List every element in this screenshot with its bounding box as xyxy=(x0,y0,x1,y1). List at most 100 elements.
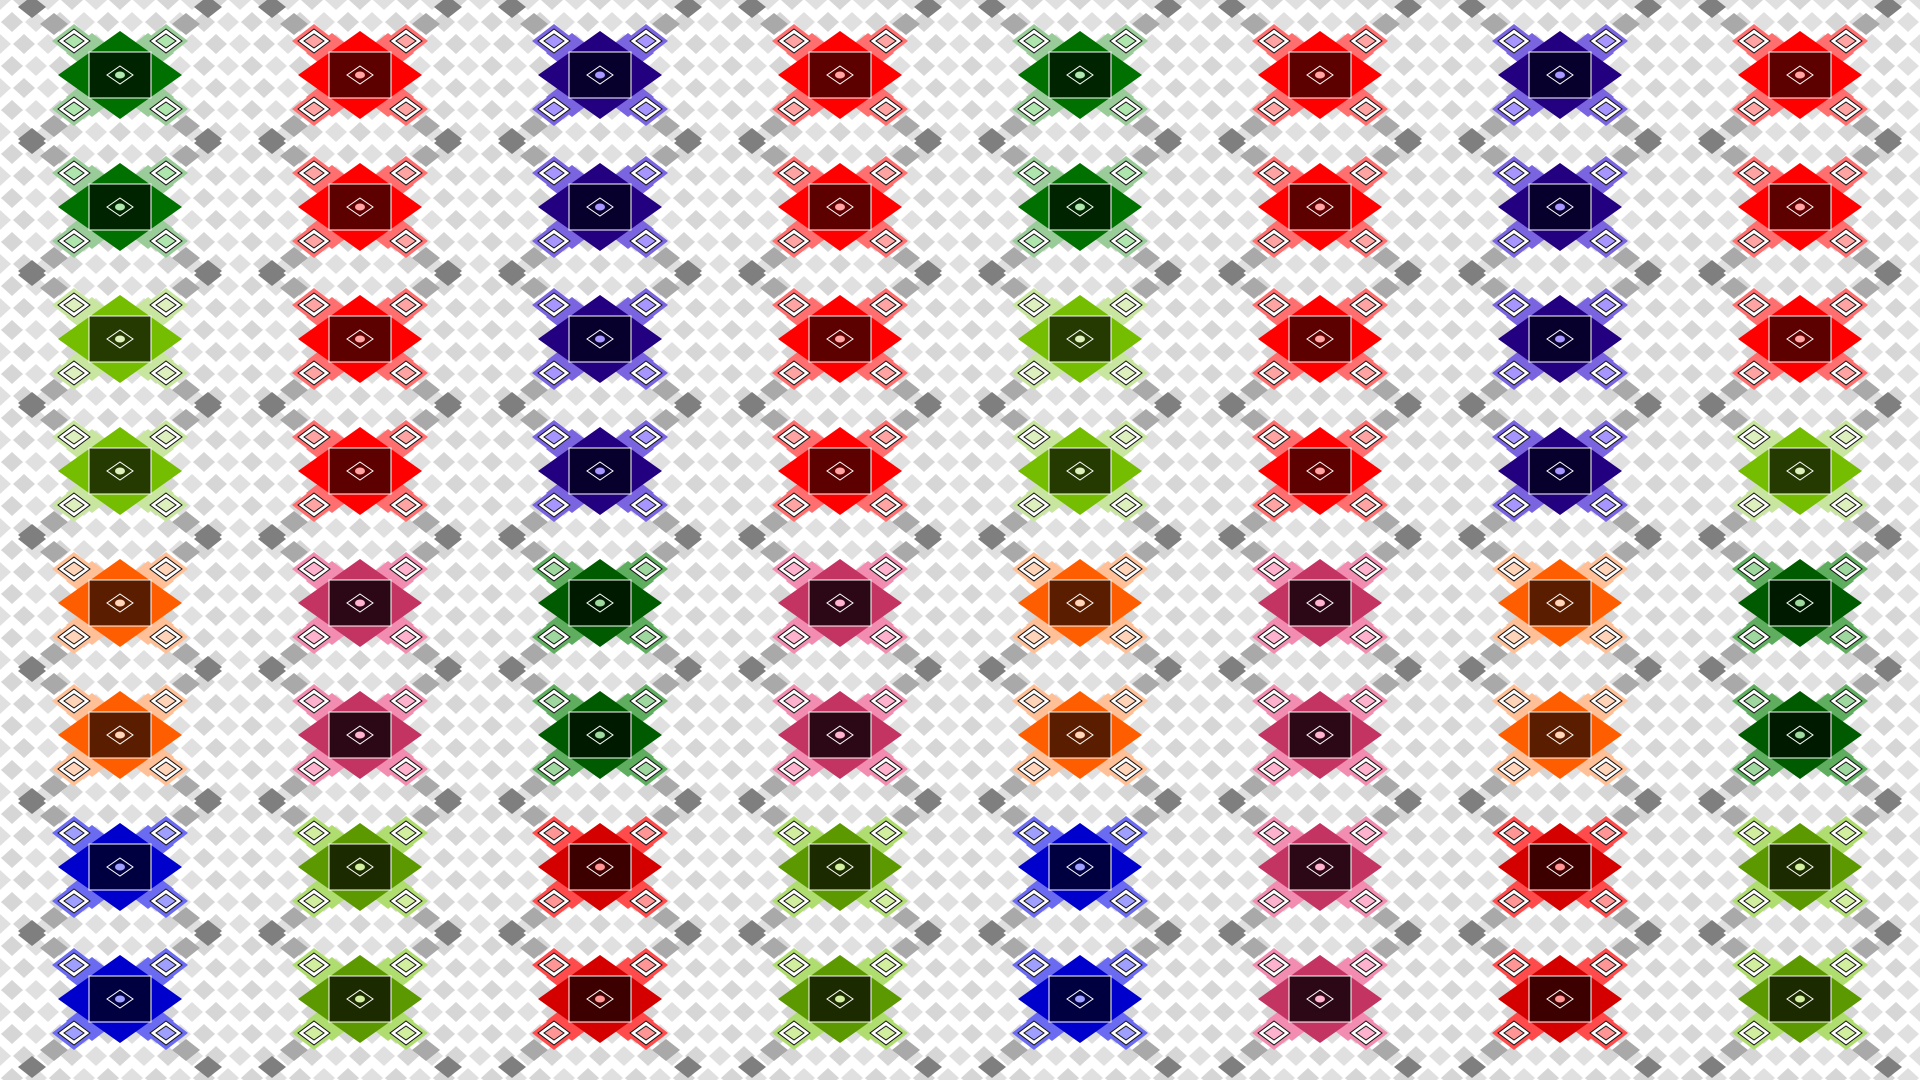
bg-diamond xyxy=(709,298,731,318)
bg-diamond xyxy=(841,804,863,824)
bg-diamond xyxy=(205,342,227,362)
bg-diamond xyxy=(1441,980,1463,1000)
bg-diamond xyxy=(193,760,215,780)
bg-diamond xyxy=(445,78,467,98)
bg-diamond xyxy=(97,804,119,824)
bg-diamond xyxy=(997,870,1019,890)
bg-diamond xyxy=(121,408,143,428)
bg-diamond xyxy=(1681,56,1703,76)
center-eye xyxy=(1315,71,1325,79)
bg-diamond xyxy=(1333,0,1355,10)
bg-diamond xyxy=(73,144,95,164)
bg-diamond xyxy=(1813,0,1835,10)
bg-diamond xyxy=(1429,650,1451,670)
corner-core-diamond xyxy=(783,33,805,49)
bg-diamond xyxy=(949,518,971,538)
bg-diamond xyxy=(457,804,479,824)
bg-diamond xyxy=(469,166,491,186)
bg-diamond xyxy=(1297,804,1319,824)
bg-diamond xyxy=(673,628,695,648)
bg-diamond xyxy=(685,562,707,582)
bg-diamond xyxy=(601,672,623,692)
bg-diamond xyxy=(265,364,287,384)
bg-diamond xyxy=(1297,276,1319,296)
bg-diamond xyxy=(649,1068,671,1080)
bg-diamond xyxy=(1477,562,1499,582)
bg-diamond xyxy=(1657,1024,1679,1044)
bg-diamond xyxy=(1,320,23,340)
bg-diamond xyxy=(1645,34,1667,54)
bg-diamond xyxy=(1081,936,1103,956)
bg-diamond xyxy=(721,496,743,516)
corner-core-diamond xyxy=(155,33,177,49)
bg-diamond xyxy=(565,782,587,802)
bg-diamond xyxy=(241,584,263,604)
bg-diamond xyxy=(733,430,755,450)
center-inner-diamond xyxy=(106,197,134,217)
bg-diamond xyxy=(1321,144,1343,164)
bg-diamond xyxy=(961,56,983,76)
motif-tile xyxy=(1218,260,1422,418)
bg-diamond xyxy=(1189,518,1211,538)
bg-diamond xyxy=(1813,1046,1835,1066)
bg-diamond xyxy=(961,100,983,120)
shadow-diamond xyxy=(978,128,1006,150)
bg-diamond xyxy=(985,628,1007,648)
shadow-diamond xyxy=(652,115,680,137)
bg-diamond xyxy=(1045,0,1067,10)
bg-diamond xyxy=(1669,210,1691,230)
bg-diamond xyxy=(1669,1002,1691,1022)
bg-diamond xyxy=(541,0,563,10)
bg-diamond xyxy=(469,562,491,582)
shadow-diamond xyxy=(1612,145,1640,167)
bg-diamond xyxy=(1441,364,1463,384)
bg-diamond xyxy=(193,628,215,648)
bg-diamond xyxy=(553,804,575,824)
bg-diamond xyxy=(241,232,263,252)
shadow-diamond xyxy=(412,13,440,35)
bg-diamond xyxy=(1141,826,1163,846)
bg-diamond xyxy=(1657,188,1679,208)
bg-diamond xyxy=(1165,562,1187,582)
bg-diamond xyxy=(1885,1002,1907,1022)
bg-diamond xyxy=(1537,1068,1559,1080)
bg-diamond xyxy=(1153,56,1175,76)
bg-diamond xyxy=(1105,1068,1127,1080)
bg-diamond xyxy=(433,452,455,472)
bg-diamond xyxy=(1621,606,1643,626)
bg-diamond xyxy=(253,738,275,758)
bg-diamond xyxy=(985,760,1007,780)
bg-diamond xyxy=(1897,848,1919,868)
bg-diamond xyxy=(1177,892,1199,912)
bg-diamond xyxy=(613,650,635,670)
bg-diamond xyxy=(1,100,23,120)
bg-diamond xyxy=(1081,804,1103,824)
bg-diamond xyxy=(1393,848,1415,868)
bg-diamond xyxy=(985,1024,1007,1044)
bg-diamond xyxy=(217,144,239,164)
corner-core-diamond xyxy=(1115,365,1137,381)
bg-diamond xyxy=(1153,628,1175,648)
bg-diamond xyxy=(1465,100,1487,120)
bg-diamond xyxy=(109,782,131,802)
bg-diamond xyxy=(205,606,227,626)
bg-diamond xyxy=(1681,320,1703,340)
bg-diamond xyxy=(697,100,719,120)
bg-diamond xyxy=(373,1046,395,1066)
bg-diamond xyxy=(481,188,503,208)
bg-diamond xyxy=(241,452,263,472)
bg-diamond xyxy=(505,232,527,252)
bg-diamond xyxy=(1201,56,1223,76)
bg-diamond xyxy=(1057,672,1079,692)
bg-diamond xyxy=(481,452,503,472)
bg-diamond xyxy=(829,254,851,274)
bg-diamond xyxy=(37,474,59,494)
bg-diamond xyxy=(469,430,491,450)
bg-diamond xyxy=(1585,672,1607,692)
bg-diamond xyxy=(973,562,995,582)
bg-diamond xyxy=(109,650,131,670)
bg-diamond xyxy=(457,408,479,428)
shadow-diamond xyxy=(18,0,46,18)
bg-diamond xyxy=(37,166,59,186)
bg-diamond xyxy=(505,56,527,76)
